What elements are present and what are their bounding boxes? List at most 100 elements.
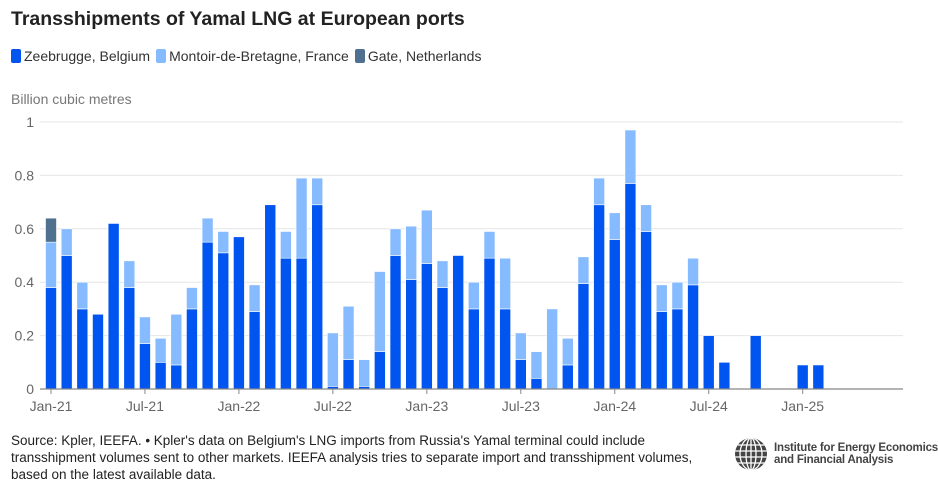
bar-zeebrugge-Oct-23[interactable] bbox=[561, 364, 574, 390]
source-note: Source: Kpler, IEEFA. • Kpler's data on … bbox=[11, 433, 693, 482]
bar-montoir-Aug-23[interactable] bbox=[530, 351, 543, 379]
bar-montoir-Jun-23[interactable] bbox=[499, 257, 511, 310]
bar-gate-Jan-21[interactable] bbox=[45, 217, 57, 243]
bar-montoir-Sep-21[interactable] bbox=[170, 313, 183, 366]
bar-zeebrugge-Nov-21[interactable] bbox=[201, 241, 214, 390]
bar-zeebrugge-Aug-22[interactable] bbox=[342, 359, 355, 390]
bar-zeebrugge-Mar-23[interactable] bbox=[452, 255, 464, 390]
bar-zeebrugge-May-21[interactable] bbox=[107, 223, 120, 390]
bar-zeebrugge-Aug-23[interactable] bbox=[530, 378, 543, 390]
bar-zeebrugge-Jan-22[interactable] bbox=[233, 236, 245, 390]
bar-zeebrugge-May-23[interactable] bbox=[483, 257, 496, 390]
bar-montoir-Jul-21[interactable] bbox=[139, 316, 151, 344]
bar-montoir-Jul-22[interactable] bbox=[327, 332, 339, 387]
bar-montoir-Nov-23[interactable] bbox=[577, 256, 590, 284]
bar-montoir-Dec-23[interactable] bbox=[593, 177, 605, 206]
bar-zeebrugge-Feb-24[interactable] bbox=[624, 183, 637, 390]
bar-zeebrugge-Mar-24[interactable] bbox=[640, 231, 652, 390]
bar-zeebrugge-Jul-21[interactable] bbox=[139, 343, 151, 390]
bar-zeebrugge-Nov-22[interactable] bbox=[389, 255, 402, 390]
bar-montoir-Apr-23[interactable] bbox=[468, 281, 480, 310]
bar-zeebrugge-Feb-25[interactable] bbox=[812, 364, 825, 390]
y-tick-label: 1 bbox=[26, 114, 34, 130]
bar-zeebrugge-Oct-22[interactable] bbox=[374, 351, 386, 390]
bar-montoir-Sep-23[interactable] bbox=[546, 308, 558, 390]
chart-title: Transshipments of Yamal LNG at European … bbox=[11, 8, 465, 30]
bar-montoir-May-22[interactable] bbox=[295, 177, 308, 259]
bar-montoir-Aug-21[interactable] bbox=[154, 337, 167, 363]
bar-montoir-Jun-22[interactable] bbox=[311, 177, 324, 206]
bar-zeebrugge-Dec-21[interactable] bbox=[217, 252, 230, 390]
bar-zeebrugge-May-24[interactable] bbox=[671, 308, 684, 390]
bar-montoir-Mar-24[interactable] bbox=[640, 204, 652, 232]
bar-zeebrugge-Aug-24[interactable] bbox=[718, 361, 731, 390]
bar-montoir-Apr-24[interactable] bbox=[655, 284, 668, 312]
bar-montoir-Jan-24[interactable] bbox=[608, 212, 621, 240]
bar-zeebrugge-Feb-21[interactable] bbox=[60, 255, 73, 390]
bar-montoir-Nov-22[interactable] bbox=[389, 228, 402, 256]
bar-zeebrugge-Oct-24[interactable] bbox=[749, 335, 762, 390]
bar-montoir-Jun-24[interactable] bbox=[687, 257, 699, 286]
plot-area: 0 0.2 0.4 0.6 0.8 1 Jan-21 Jul-21 Jan-22 Jul-22 Ja… bbox=[15, 114, 903, 414]
bar-zeebrugge-Apr-24[interactable] bbox=[655, 311, 668, 390]
bar-montoir-Feb-24[interactable] bbox=[624, 129, 637, 184]
legend: Zeebrugge, Belgium Montoir-de-Bretagne, … bbox=[11, 48, 481, 64]
bar-zeebrugge-Apr-21[interactable] bbox=[92, 313, 104, 390]
bar-zeebrugge-Aug-21[interactable] bbox=[154, 361, 167, 390]
bar-montoir-Dec-22[interactable] bbox=[405, 225, 417, 280]
bar-zeebrugge-Jan-25[interactable] bbox=[796, 364, 809, 390]
legend-item-montoir[interactable]: Montoir-de-Bretagne, France bbox=[156, 48, 349, 64]
bar-montoir-Oct-22[interactable] bbox=[374, 271, 386, 352]
bar-montoir-Feb-21[interactable] bbox=[60, 228, 73, 256]
bar-montoir-Apr-22[interactable] bbox=[280, 231, 292, 259]
bar-zeebrugge-Jun-22[interactable] bbox=[311, 204, 324, 390]
bar-zeebrugge-Feb-23[interactable] bbox=[436, 287, 449, 390]
bar-zeebrugge-Jun-23[interactable] bbox=[499, 308, 511, 390]
bar-montoir-Feb-23[interactable] bbox=[436, 260, 449, 288]
y-tick-label: 0.6 bbox=[15, 221, 35, 237]
bar-zeebrugge-Mar-21[interactable] bbox=[76, 308, 89, 390]
bar-zeebrugge-Jan-24[interactable] bbox=[608, 239, 621, 390]
bar-zeebrugge-Apr-22[interactable] bbox=[280, 257, 292, 390]
bar-montoir-May-23[interactable] bbox=[483, 231, 496, 259]
bar-zeebrugge-Nov-23[interactable] bbox=[577, 283, 590, 390]
x-tick-label: Jan-24 bbox=[593, 398, 636, 414]
bar-zeebrugge-Oct-21[interactable] bbox=[186, 308, 198, 390]
bar-montoir-Sep-22[interactable] bbox=[358, 359, 371, 387]
x-tick-label: Jan-22 bbox=[218, 398, 261, 414]
bar-zeebrugge-Sep-21[interactable] bbox=[170, 364, 183, 390]
bar-zeebrugge-Jan-21[interactable] bbox=[45, 287, 57, 390]
bar-zeebrugge-May-22[interactable] bbox=[295, 257, 308, 390]
bar-zeebrugge-Feb-22[interactable] bbox=[248, 311, 261, 390]
bar-zeebrugge-Jul-23[interactable] bbox=[514, 359, 527, 390]
bar-montoir-Dec-21[interactable] bbox=[217, 231, 230, 254]
bar-zeebrugge-Jun-24[interactable] bbox=[687, 284, 699, 390]
bar-zeebrugge-Mar-22[interactable] bbox=[264, 204, 277, 390]
x-tick-label: Jan-21 bbox=[30, 398, 73, 414]
bar-montoir-Mar-21[interactable] bbox=[76, 281, 89, 310]
bar-montoir-Jan-21[interactable] bbox=[45, 241, 57, 288]
bar-montoir-May-24[interactable] bbox=[671, 281, 684, 310]
bar-zeebrugge-Jan-23[interactable] bbox=[421, 263, 433, 390]
bar-montoir-Jul-23[interactable] bbox=[514, 332, 527, 360]
bar-montoir-Jun-21[interactable] bbox=[123, 260, 136, 288]
legend-item-zeebrugge[interactable]: Zeebrugge, Belgium bbox=[11, 48, 150, 64]
y-tick-label: 0 bbox=[26, 381, 34, 397]
bar-zeebrugge-Dec-23[interactable] bbox=[593, 204, 605, 390]
bar-zeebrugge-Jul-24[interactable] bbox=[702, 335, 715, 390]
y-axis-label: Billion cubic metres bbox=[11, 91, 132, 107]
bar-montoir-Oct-21[interactable] bbox=[186, 287, 198, 310]
x-tick-label: Jul-23 bbox=[502, 398, 540, 414]
bar-zeebrugge-Jun-21[interactable] bbox=[123, 287, 136, 390]
bar-zeebrugge-Dec-22[interactable] bbox=[405, 279, 417, 390]
bar-montoir-Aug-22[interactable] bbox=[342, 305, 355, 360]
bar-montoir-Jan-23[interactable] bbox=[421, 209, 433, 264]
bar-montoir-Oct-23[interactable] bbox=[561, 337, 574, 366]
logo-line-2: and Financial Analysis bbox=[774, 454, 894, 466]
bar-montoir-Nov-21[interactable] bbox=[201, 217, 214, 243]
bar-zeebrugge-Apr-23[interactable] bbox=[468, 308, 480, 390]
legend-item-gate[interactable]: Gate, Netherlands bbox=[354, 48, 481, 64]
logo-line-1: Institute for Energy Economics bbox=[774, 442, 938, 454]
bar-montoir-Feb-22[interactable] bbox=[248, 284, 261, 312]
